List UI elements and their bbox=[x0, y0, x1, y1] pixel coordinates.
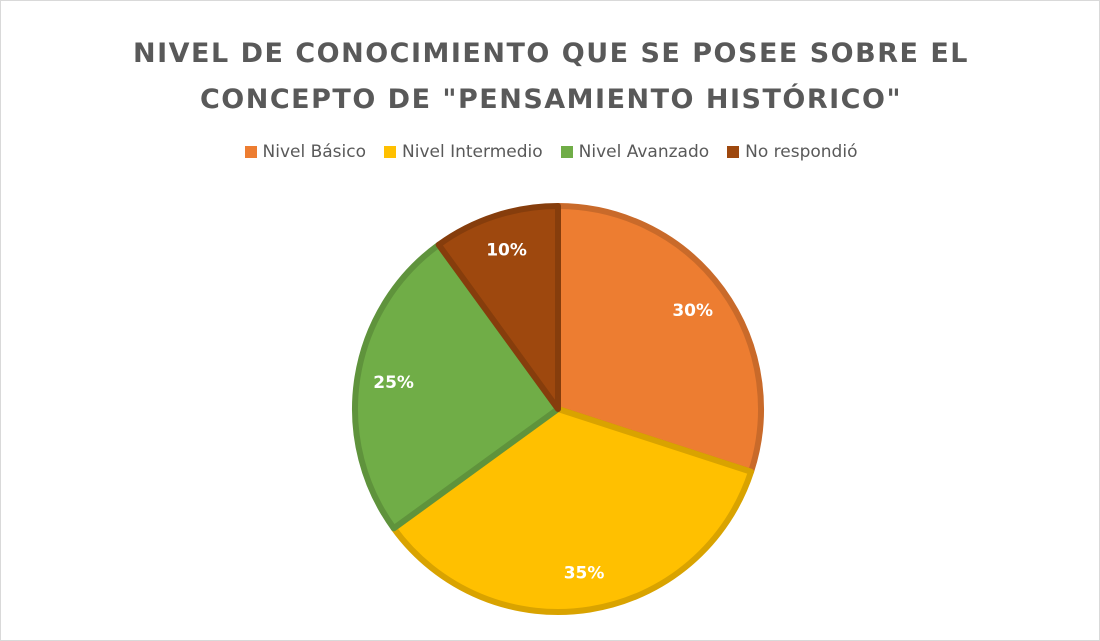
legend-item: Nivel Intermedio bbox=[384, 142, 543, 162]
pie-slice bbox=[390, 406, 755, 615]
legend-item: No respondió bbox=[727, 142, 857, 162]
data-label: 10% bbox=[486, 241, 527, 261]
legend-item: Nivel Avanzado bbox=[560, 142, 710, 162]
legend-label: Nivel Intermedio bbox=[402, 142, 543, 162]
data-label: 30% bbox=[672, 301, 713, 321]
legend-label: No respondió bbox=[745, 142, 858, 162]
legend-label: Nivel Básico bbox=[262, 142, 367, 162]
legend-item: Nivel Básico bbox=[244, 142, 367, 162]
legend-label: Nivel Avanzado bbox=[578, 142, 710, 162]
pie-slice bbox=[352, 241, 561, 532]
pie-slice bbox=[435, 203, 561, 412]
data-label: 35% bbox=[564, 563, 605, 583]
legend-swatch bbox=[244, 146, 257, 158]
pie-slice bbox=[555, 203, 764, 475]
legend: Nivel Básico Nivel Intermedio Nivel Avanza… bbox=[1, 142, 1099, 162]
legend-swatch bbox=[560, 146, 573, 158]
legend-swatch bbox=[727, 146, 740, 158]
chart-title: NIVEL DE CONOCIMIENTO QUE SE POSEE SOBRE… bbox=[133, 38, 969, 115]
legend-swatch bbox=[384, 146, 396, 158]
data-label: 25% bbox=[373, 373, 414, 393]
